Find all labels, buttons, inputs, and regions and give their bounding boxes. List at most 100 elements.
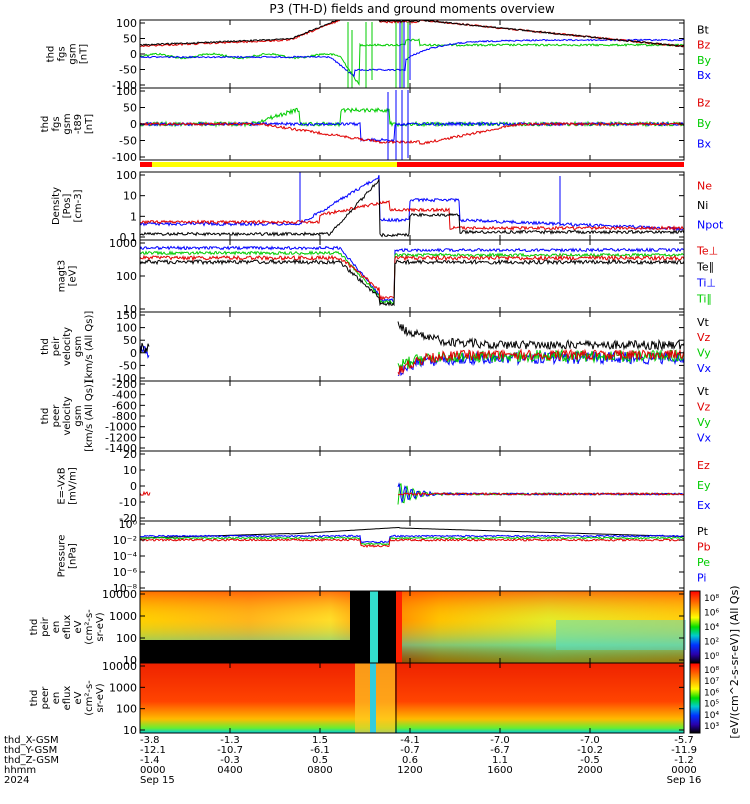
y-axis-label: thd xyxy=(40,408,51,425)
x-axis-value: -7.0 xyxy=(490,735,510,746)
y-tick-label: 10⁻⁴ xyxy=(113,550,138,563)
x-axis-row-name: hhmm xyxy=(4,765,36,776)
series-line-By xyxy=(139,38,685,86)
y-tick-label: 100 xyxy=(116,632,137,645)
x-axis-value: 1.5 xyxy=(312,735,328,746)
y-tick-label: 10000 xyxy=(102,588,137,601)
status-bar-red xyxy=(397,162,684,167)
y-tick-label: -1400 xyxy=(105,442,137,455)
legend-entry: Bt xyxy=(697,24,710,37)
x-axis-value: -5.7 xyxy=(674,735,694,746)
x-axis-value: Sep 16 xyxy=(667,775,702,786)
colorbar-tick-label: 10⁴ xyxy=(704,623,719,633)
y-axis-label: thd xyxy=(46,46,57,63)
legend-entry: Ti∥ xyxy=(696,292,712,305)
y-axis-label: [Pos] xyxy=(62,194,73,219)
legend-entry: By xyxy=(697,54,712,67)
series-line-Te-par xyxy=(139,258,685,307)
x-axis-row-name: thd_Z-GSM xyxy=(4,755,59,766)
legend-entry: Pe xyxy=(697,556,710,569)
series-line-Pt xyxy=(140,527,684,539)
x-axis-row-name: thd_Y-GSM xyxy=(4,745,57,756)
series-line-Vt xyxy=(397,321,685,352)
y-axis-label: en xyxy=(51,621,62,634)
y-tick-label: -100 xyxy=(112,151,137,164)
colorbar-tick-label: 10⁸ xyxy=(704,594,719,604)
series-line-Bt xyxy=(139,19,685,48)
legend-entry: Bz xyxy=(697,39,711,52)
y-tick-label: 50 xyxy=(123,334,137,347)
y-axis-label: thd xyxy=(29,690,40,707)
x-axis-row-name: 2024 xyxy=(4,775,29,786)
y-axis-label: sr-eV) xyxy=(95,612,106,641)
y-tick-label: -400 xyxy=(112,389,137,402)
panel-frame xyxy=(139,171,685,241)
ion-spectrogram-band xyxy=(556,620,686,650)
electron-spectrogram-band xyxy=(370,663,376,733)
x-axis-value: 1200 xyxy=(397,765,422,776)
series-line-Te-perp xyxy=(139,254,685,301)
y-tick-label: -800 xyxy=(112,410,137,423)
legend-entry: Npot xyxy=(697,218,724,231)
y-tick-label: -1000 xyxy=(105,421,137,434)
y-axis-label: thd xyxy=(40,338,51,355)
series-line-Bx xyxy=(139,121,685,143)
x-axis-value: 0000 xyxy=(140,765,165,776)
x-axis-value: -1.3 xyxy=(220,735,240,746)
y-tick-label: 10000 xyxy=(102,660,137,673)
colorbar-tick-label: 10⁰ xyxy=(704,652,719,662)
y-tick-label: 0 xyxy=(130,48,137,61)
legend-entry: Te⊥ xyxy=(696,244,718,257)
legend-entry: Bz xyxy=(697,97,711,110)
y-tick-label: 1000 xyxy=(109,610,137,623)
plot-title: P3 (TH-D) fields and ground moments over… xyxy=(269,2,554,16)
y-axis-label: thd xyxy=(40,116,51,133)
y-tick-label: 10 xyxy=(123,303,137,316)
y-axis-label: [nPa] xyxy=(68,543,79,569)
y-axis-label: sr-eV) xyxy=(95,683,106,712)
y-axis-label: (cm²-s- xyxy=(84,680,95,716)
y-axis-label: gsm xyxy=(68,43,79,64)
legend-entry: Vx xyxy=(697,432,712,445)
background-layer xyxy=(140,591,686,733)
series-line-Bz xyxy=(139,121,685,145)
y-axis-label: velocity xyxy=(62,327,73,366)
legend-entry: Ex xyxy=(697,499,711,512)
series-line-Bx xyxy=(139,38,685,78)
colorbar-tick-label: 10³ xyxy=(704,722,719,732)
legend-entry: Vx xyxy=(697,362,712,375)
y-tick-label: 0 xyxy=(130,118,137,131)
y-axis-label: fgs xyxy=(57,46,68,61)
y-tick-label: 1000 xyxy=(109,681,137,694)
x-axis-value: 1600 xyxy=(487,765,512,776)
y-tick-label: 10 xyxy=(123,724,137,737)
y-axis-label: [nT] xyxy=(79,44,90,64)
panel-frame xyxy=(139,662,685,734)
y-tick-label: 20 xyxy=(123,448,137,461)
series-line-Ti-par xyxy=(139,250,684,305)
x-axis-value: -1.4 xyxy=(140,755,160,766)
y-axis-label: peir xyxy=(40,616,51,636)
panel-frame xyxy=(139,450,685,522)
ion-spectrogram-band xyxy=(396,591,402,663)
series-line-Vt-pre xyxy=(139,342,150,354)
y-axis-label: fgs xyxy=(51,116,62,131)
x-axis-value: -3.8 xyxy=(140,735,160,746)
y-tick-label: 10 xyxy=(123,190,137,203)
y-axis-label: E=-VxB xyxy=(57,467,68,504)
x-axis-value: 0400 xyxy=(217,765,242,776)
y-tick-label: 0.1 xyxy=(120,231,138,244)
y-axis-label: eflux xyxy=(62,686,73,711)
legend-entry: By xyxy=(697,117,712,130)
series-line-Npot xyxy=(139,175,685,232)
x-axis-value: -1.2 xyxy=(674,755,694,766)
legend-entry: Pb xyxy=(697,541,711,554)
colorbar-label: [eV/(cm^2-s-sr-eV)] (All Qs) xyxy=(728,585,741,738)
y-tick-label: 1 xyxy=(130,210,137,223)
x-axis-value: -6.1 xyxy=(310,745,330,756)
y-axis-label: (cm²-s- xyxy=(84,609,95,645)
y-axis-label: gsm xyxy=(73,405,84,426)
legend-entry: Vz xyxy=(697,331,711,344)
